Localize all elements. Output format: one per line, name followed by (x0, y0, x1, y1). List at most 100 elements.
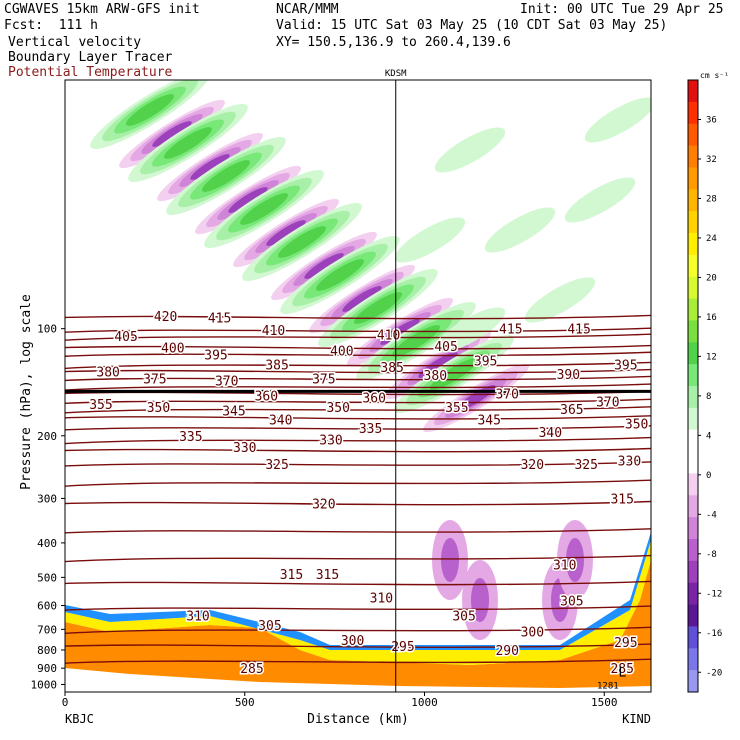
theta-label: 380 (96, 366, 119, 381)
theta-label: 335 (179, 430, 202, 445)
theta-contour (65, 461, 651, 467)
theta-label: 315 (610, 492, 633, 507)
colorbar-swatch (688, 364, 698, 387)
x-tick-label: 1500 (591, 696, 618, 709)
colorbar-swatch (688, 560, 698, 584)
model-title: CGWAVES 15km ARW-GFS init (4, 2, 200, 17)
colorbar-swatch (688, 626, 698, 649)
station-label: KDSM (385, 69, 407, 79)
colorbar-swatch (688, 189, 698, 212)
theta-contour (65, 333, 651, 341)
plot-frame (64, 79, 652, 693)
theta-label: 330 (618, 455, 641, 470)
right-endpoint-label: KIND (622, 712, 651, 726)
colorbar-tick-label: 12 (706, 352, 717, 362)
theta-label: 310 (186, 610, 209, 625)
theta-label: 410 (262, 324, 285, 339)
downdraft-cell (342, 286, 382, 312)
theta-contour (65, 344, 651, 350)
theta-contour (65, 314, 651, 320)
theta-contour (65, 626, 651, 635)
colorbar-swatch (688, 123, 698, 147)
theta-label: 385 (265, 358, 288, 373)
colorbar-swatch (688, 386, 698, 409)
colorbar-swatch (688, 233, 698, 256)
y-tick-label: 700 (37, 623, 57, 636)
y-tick-label: 500 (37, 571, 57, 584)
theta-label: 305 (258, 619, 281, 634)
y-tick-label: 800 (37, 644, 57, 657)
theta-label: 395 (614, 358, 637, 373)
colorbar-unit: cm s⁻¹ (700, 71, 729, 80)
theta-label: 325 (265, 458, 288, 473)
updraft-cell (202, 160, 250, 192)
downdraft-cell (228, 187, 268, 213)
y-tick-label: 100 (37, 323, 57, 336)
theta-label: 410 (377, 329, 400, 344)
colorbar-tick-label: 0 (706, 471, 711, 481)
colorbar-swatch (688, 254, 698, 278)
colorbar-swatch (688, 320, 698, 343)
left-endpoint-label: KBJC (65, 712, 94, 726)
updraft-cell (524, 277, 596, 323)
theta-label: 415 (208, 311, 231, 326)
valid-time: Valid: 15 UTC Sat 03 May 25 (10 CDT Sat … (276, 18, 668, 33)
theta-label: 335 (359, 422, 382, 437)
theta-label: 370 (215, 375, 238, 390)
theta-label: 415 (499, 323, 522, 338)
colorbar-swatch (688, 429, 698, 453)
colorbar-swatch (688, 451, 698, 474)
theta-label: 295 (614, 636, 637, 651)
theta-label: 355 (89, 398, 112, 413)
theta-contour (65, 500, 651, 506)
updraft-cell (164, 127, 212, 159)
cross-section-endpoints: XY= 150.5,136.9 to 260.4,139.6 (276, 35, 511, 50)
theta-label: 300 (341, 634, 364, 649)
theta-label: 380 (424, 369, 447, 384)
theta-label: 355 (445, 401, 468, 416)
colorbar-frame (687, 79, 699, 693)
theta-label: 315 (280, 568, 303, 583)
updraft-cell (394, 217, 466, 263)
theta-label: 360 (255, 389, 278, 404)
colorbar-tick-label: 16 (706, 313, 717, 323)
theta-label: 370 (596, 395, 619, 410)
colorbar-swatch (688, 342, 698, 365)
colorbar-tick-label: 28 (706, 194, 717, 204)
theta-label: 305 (452, 610, 475, 625)
theta-label: 420 (154, 310, 177, 325)
colorbar-tick-label: 8 (706, 392, 711, 402)
colorbar: 36 32 28 24 20 16 12 8 4 0 -4 -8 -12 -16 -20 cm s⁻¹ (687, 71, 729, 693)
theta-contour (65, 447, 651, 453)
theta-label: 400 (330, 344, 353, 359)
theta-contour (65, 415, 651, 420)
y-axis-label: Pressure (hPa), log scale (19, 294, 34, 490)
theta-label: 340 (269, 414, 292, 429)
colorbar-swatch (688, 670, 698, 693)
colorbar-tick-label: 32 (706, 155, 717, 165)
x-tick-label: 1000 (411, 696, 438, 709)
colorbar-tick-label: -12 (706, 589, 722, 599)
theta-contour (65, 436, 651, 445)
updraft-cell (278, 226, 326, 258)
theta-label: 345 (477, 414, 500, 429)
updraft-cell (434, 127, 506, 173)
theta-label: 405 (114, 330, 137, 345)
theta-label: 285 (240, 662, 263, 677)
field-label-vertical-velocity: Vertical velocity (8, 35, 142, 50)
updraft-cell (564, 177, 636, 223)
theta-label: 305 (560, 594, 583, 609)
x-tick-label: 500 (235, 696, 255, 709)
theta-contour (65, 383, 651, 391)
updraft-cell (316, 259, 364, 291)
downdraft-cell (441, 538, 459, 582)
colorbar-swatch (688, 517, 698, 540)
colorbar-tick-label: 24 (706, 234, 717, 244)
theta-contour (65, 580, 651, 586)
theta-label: 290 (495, 644, 518, 659)
theta-label: 340 (539, 426, 562, 441)
theta-label: 360 (362, 391, 385, 406)
theta-label: 315 (316, 568, 339, 583)
axes: KDSM 100 200 300 400 500 600 700 800 900 1000 0 500 1… (19, 69, 652, 727)
colorbar-swatch (688, 604, 698, 627)
